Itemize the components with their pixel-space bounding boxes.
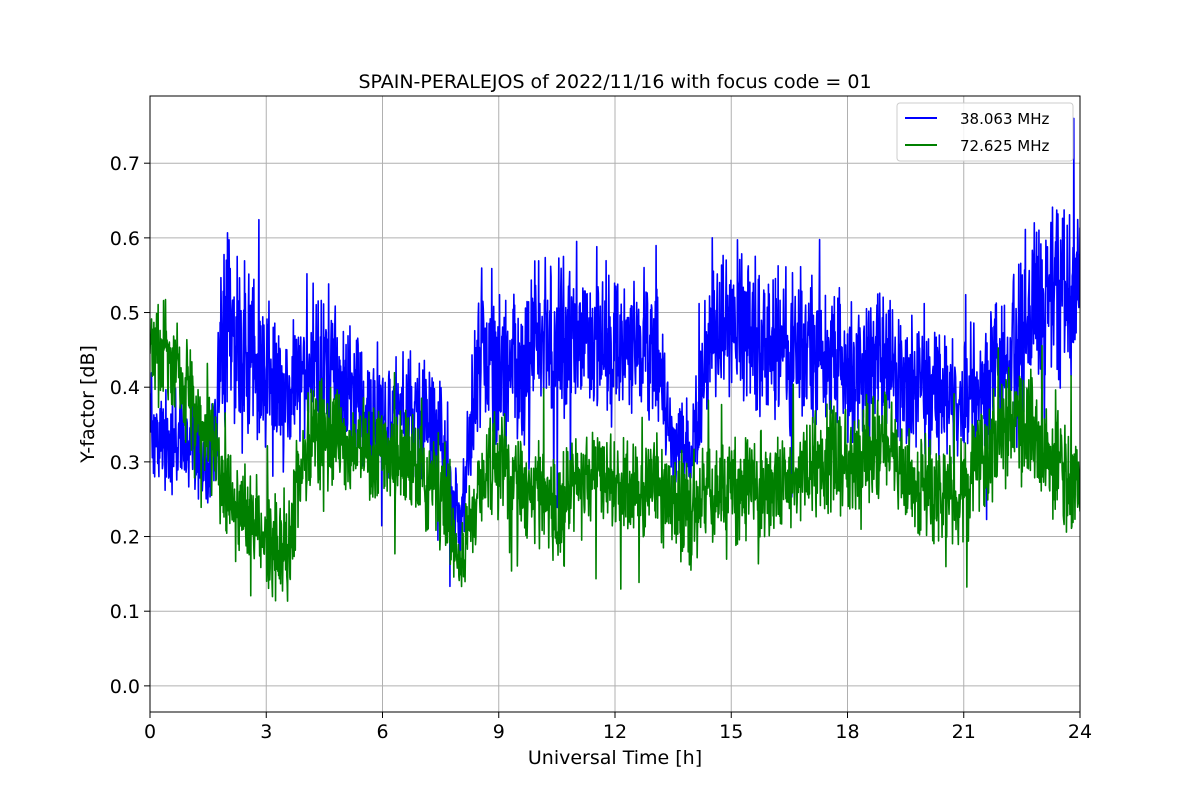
chart-title: SPAIN-PERALEJOS of 2022/11/16 with focus…	[358, 71, 871, 93]
x-tick-label: 18	[835, 721, 859, 743]
x-axis-ticks: 0 3 6 9 12 15 18 21 24	[144, 712, 1092, 743]
y-tick-label: 0.5	[110, 303, 140, 325]
y-tick-label: 0.1	[110, 601, 140, 623]
x-tick-label: 24	[1068, 721, 1092, 743]
y-tick-label: 0.4	[110, 377, 140, 399]
y-axis-label: Y-factor [dB]	[77, 345, 99, 464]
y-tick-label: 0.3	[110, 452, 140, 474]
y-tick-label: 0.2	[110, 527, 140, 549]
y-tick-label: 0.6	[110, 228, 140, 250]
x-tick-label: 12	[603, 721, 627, 743]
legend: 38.063 MHz 72.625 MHz	[896, 102, 1074, 162]
y-tick-label: 0.7	[110, 153, 140, 175]
x-tick-label: 9	[493, 721, 505, 743]
legend-box	[896, 102, 1074, 162]
x-tick-label: 15	[719, 721, 743, 743]
x-tick-label: 6	[376, 721, 388, 743]
series-line-2	[150, 298, 1080, 602]
legend-label-series-2: 72.625 MHz	[960, 137, 1049, 155]
y-tick-label: 0.0	[110, 676, 140, 698]
x-tick-label: 0	[144, 721, 156, 743]
series-layer	[150, 117, 1080, 602]
legend-label-series-1: 38.063 MHz	[960, 110, 1049, 128]
x-axis-label: Universal Time [h]	[528, 747, 702, 769]
y-axis-ticks: 0.0 0.1 0.2 0.3 0.4 0.5 0.6 0.7	[110, 153, 150, 698]
x-tick-label: 3	[260, 721, 272, 743]
x-tick-label: 21	[952, 721, 976, 743]
